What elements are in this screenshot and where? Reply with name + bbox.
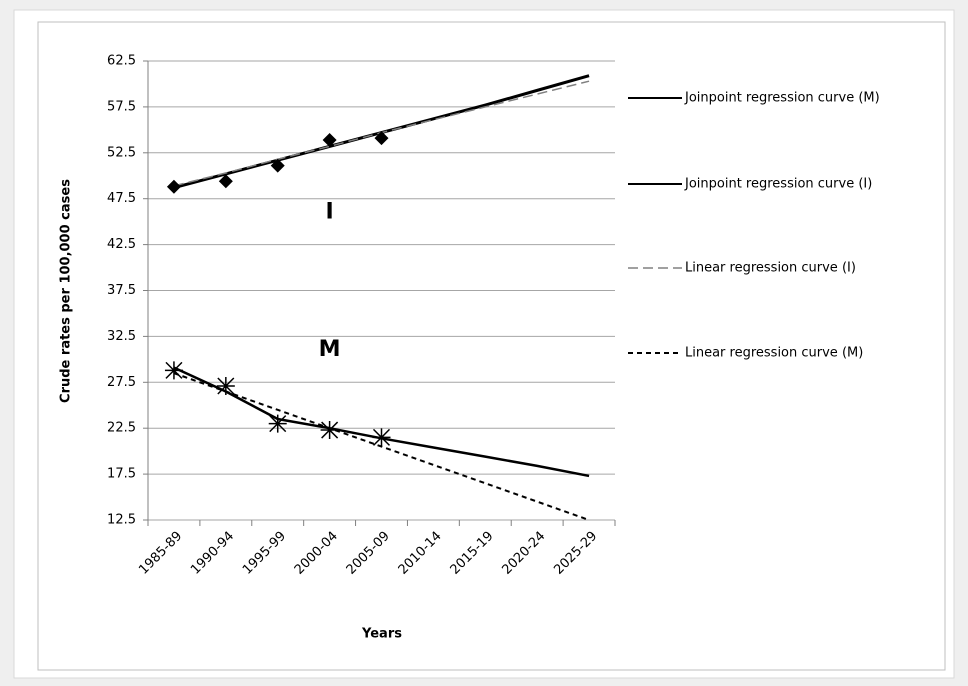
legend-label: Joinpoint regression curve (M) xyxy=(684,91,880,106)
y-tick-label: 32.5 xyxy=(107,329,136,344)
y-tick-label: 57.5 xyxy=(107,99,136,114)
y-tick-label: 42.5 xyxy=(107,237,136,252)
legend-label: Linear regression curve (I) xyxy=(685,261,856,276)
diamond-marker xyxy=(166,179,181,194)
y-tick-label: 62.5 xyxy=(107,54,136,69)
diamond-marker xyxy=(218,174,233,189)
diamond-marker xyxy=(374,131,389,146)
chart-border xyxy=(37,21,946,671)
star-marker xyxy=(320,421,339,440)
annotation: I xyxy=(326,199,334,224)
y-tick-label: 17.5 xyxy=(107,467,136,482)
star-marker xyxy=(216,376,235,395)
series-line xyxy=(173,372,590,521)
y-tick-label: 37.5 xyxy=(107,283,136,298)
diamond-marker xyxy=(322,132,337,147)
y-tick-label: 52.5 xyxy=(107,145,136,160)
y-tick-label: 22.5 xyxy=(107,421,136,436)
y-tick-label: 12.5 xyxy=(107,513,136,528)
annotation: M xyxy=(319,337,341,362)
legend-label: Joinpoint regression curve (I) xyxy=(684,177,872,192)
legend-label: Linear regression curve (M) xyxy=(685,346,863,361)
y-axis-title: Crude rates per 100,000 cases xyxy=(59,179,74,403)
diamond-marker xyxy=(270,158,285,173)
star-marker xyxy=(164,361,183,380)
x-axis-title: Years xyxy=(361,627,402,642)
y-tick-label: 47.5 xyxy=(107,191,136,206)
y-tick-label: 27.5 xyxy=(107,375,136,390)
star-marker xyxy=(372,428,391,447)
star-marker xyxy=(268,414,287,433)
